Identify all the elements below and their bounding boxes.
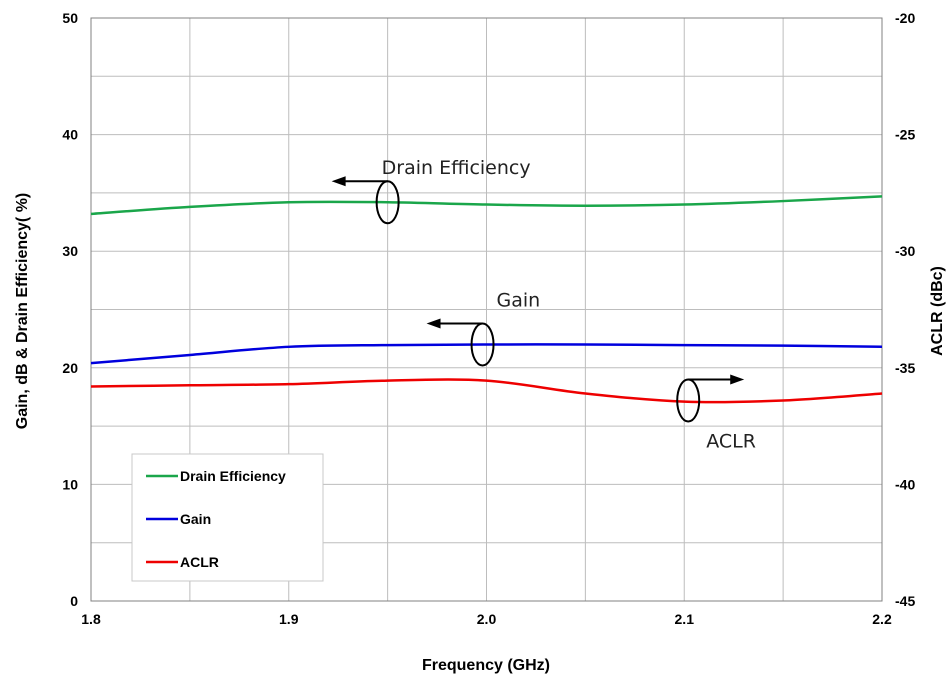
y-tick-label: 50 [62,10,78,26]
annotation-label-drain-efficiency: Drain Efficiency [382,157,531,179]
plot-frame [90,17,883,602]
annotation-layer: Drain Efficiency Gain ACLR [331,157,756,452]
series-line-drain-efficiency [90,195,883,216]
y-tick-label: 0 [70,593,78,609]
legend-label-gain: Gain [180,511,211,527]
legend-label-drain-efficiency: Drain Efficiency [180,468,286,484]
series-layer [90,195,883,404]
y2-tick-labels: -45 -40 -35 -30 -25 -20 [895,10,915,609]
y2-tick-label: -25 [895,127,915,143]
legend-label-aclr: ACLR [180,554,219,570]
x-axis-title: Frequency (GHz) [422,657,550,674]
series-line-gain [90,343,883,365]
x-tick-label: 2.1 [675,611,695,627]
series-line-aclr [90,378,883,404]
y2-tick-label: -30 [895,243,915,259]
y2-tick-label: -20 [895,10,915,26]
y-tick-label: 40 [62,127,78,143]
legend: Drain Efficiency Gain ACLR [131,453,324,582]
y2-axis-title: ACLR (dBc) [929,266,946,356]
x-tick-label: 1.8 [81,611,101,627]
y-tick-label: 20 [62,360,78,376]
annotation-label-aclr: ACLR [706,430,756,452]
y-tick-label: 30 [62,243,78,259]
x-tick-labels: 1.8 1.9 2.0 2.1 2.2 [81,611,892,627]
x-tick-label: 2.0 [477,611,497,627]
x-tick-label: 1.9 [279,611,299,627]
y-tick-label: 10 [62,476,78,492]
y2-tick-label: -35 [895,360,915,376]
annotation-arrowhead-drain-efficiency [331,176,346,187]
annotation-label-gain: Gain [497,289,541,311]
y-axis-title: Gain, dB & Drain Efficiency( %) [14,193,31,429]
y2-tick-label: -40 [895,476,915,492]
annotation-arrowhead-aclr [730,374,745,385]
y-tick-labels: 0 10 20 30 40 50 [62,10,78,609]
annotation-arrowhead-gain [426,318,441,329]
x-tick-label: 2.2 [872,611,892,627]
y2-tick-label: -45 [895,593,915,609]
